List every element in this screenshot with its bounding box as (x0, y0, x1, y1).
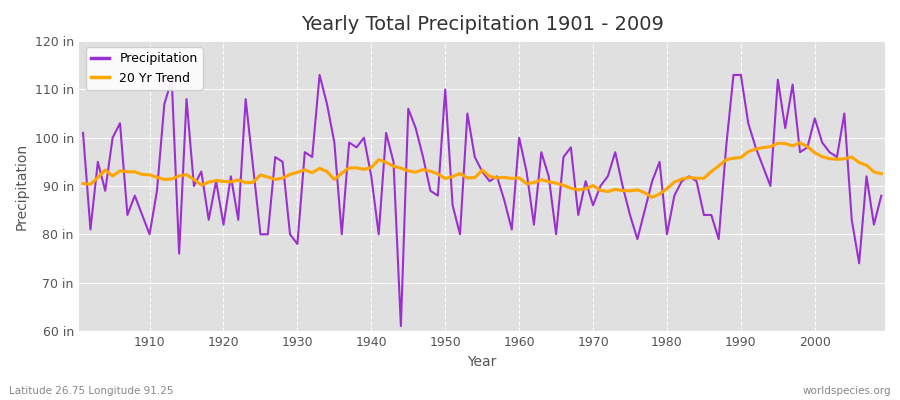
Text: worldspecies.org: worldspecies.org (803, 386, 891, 396)
Precipitation (876, 193, 886, 198)
Y-axis label: Precipitation: Precipitation (15, 142, 29, 230)
20 Yr Trend (514, 175, 525, 180)
20 Yr Trend (77, 181, 88, 186)
Text: Latitude 26.75 Longitude 91.25: Latitude 26.75 Longitude 91.25 (9, 386, 174, 396)
20 Yr Trend (344, 166, 355, 170)
20 Yr Trend (876, 171, 886, 176)
Legend: Precipitation, 20 Yr Trend: Precipitation, 20 Yr Trend (86, 47, 202, 90)
Precipitation (351, 145, 362, 150)
Line: Precipitation: Precipitation (83, 75, 881, 326)
20 Yr Trend (507, 176, 517, 181)
Precipitation (617, 184, 628, 188)
Precipitation (528, 222, 539, 227)
Precipitation (77, 130, 88, 135)
Line: 20 Yr Trend: 20 Yr Trend (83, 143, 881, 197)
Precipitation (137, 212, 148, 217)
Title: Yearly Total Precipitation 1901 - 2009: Yearly Total Precipitation 1901 - 2009 (301, 15, 663, 34)
20 Yr Trend (300, 168, 310, 172)
20 Yr Trend (795, 140, 806, 145)
Precipitation (395, 324, 406, 328)
Precipitation (300, 150, 310, 154)
20 Yr Trend (137, 172, 148, 177)
X-axis label: Year: Year (467, 355, 497, 369)
20 Yr Trend (647, 195, 658, 200)
Precipitation (314, 72, 325, 77)
Precipitation (521, 169, 532, 174)
20 Yr Trend (602, 189, 613, 194)
